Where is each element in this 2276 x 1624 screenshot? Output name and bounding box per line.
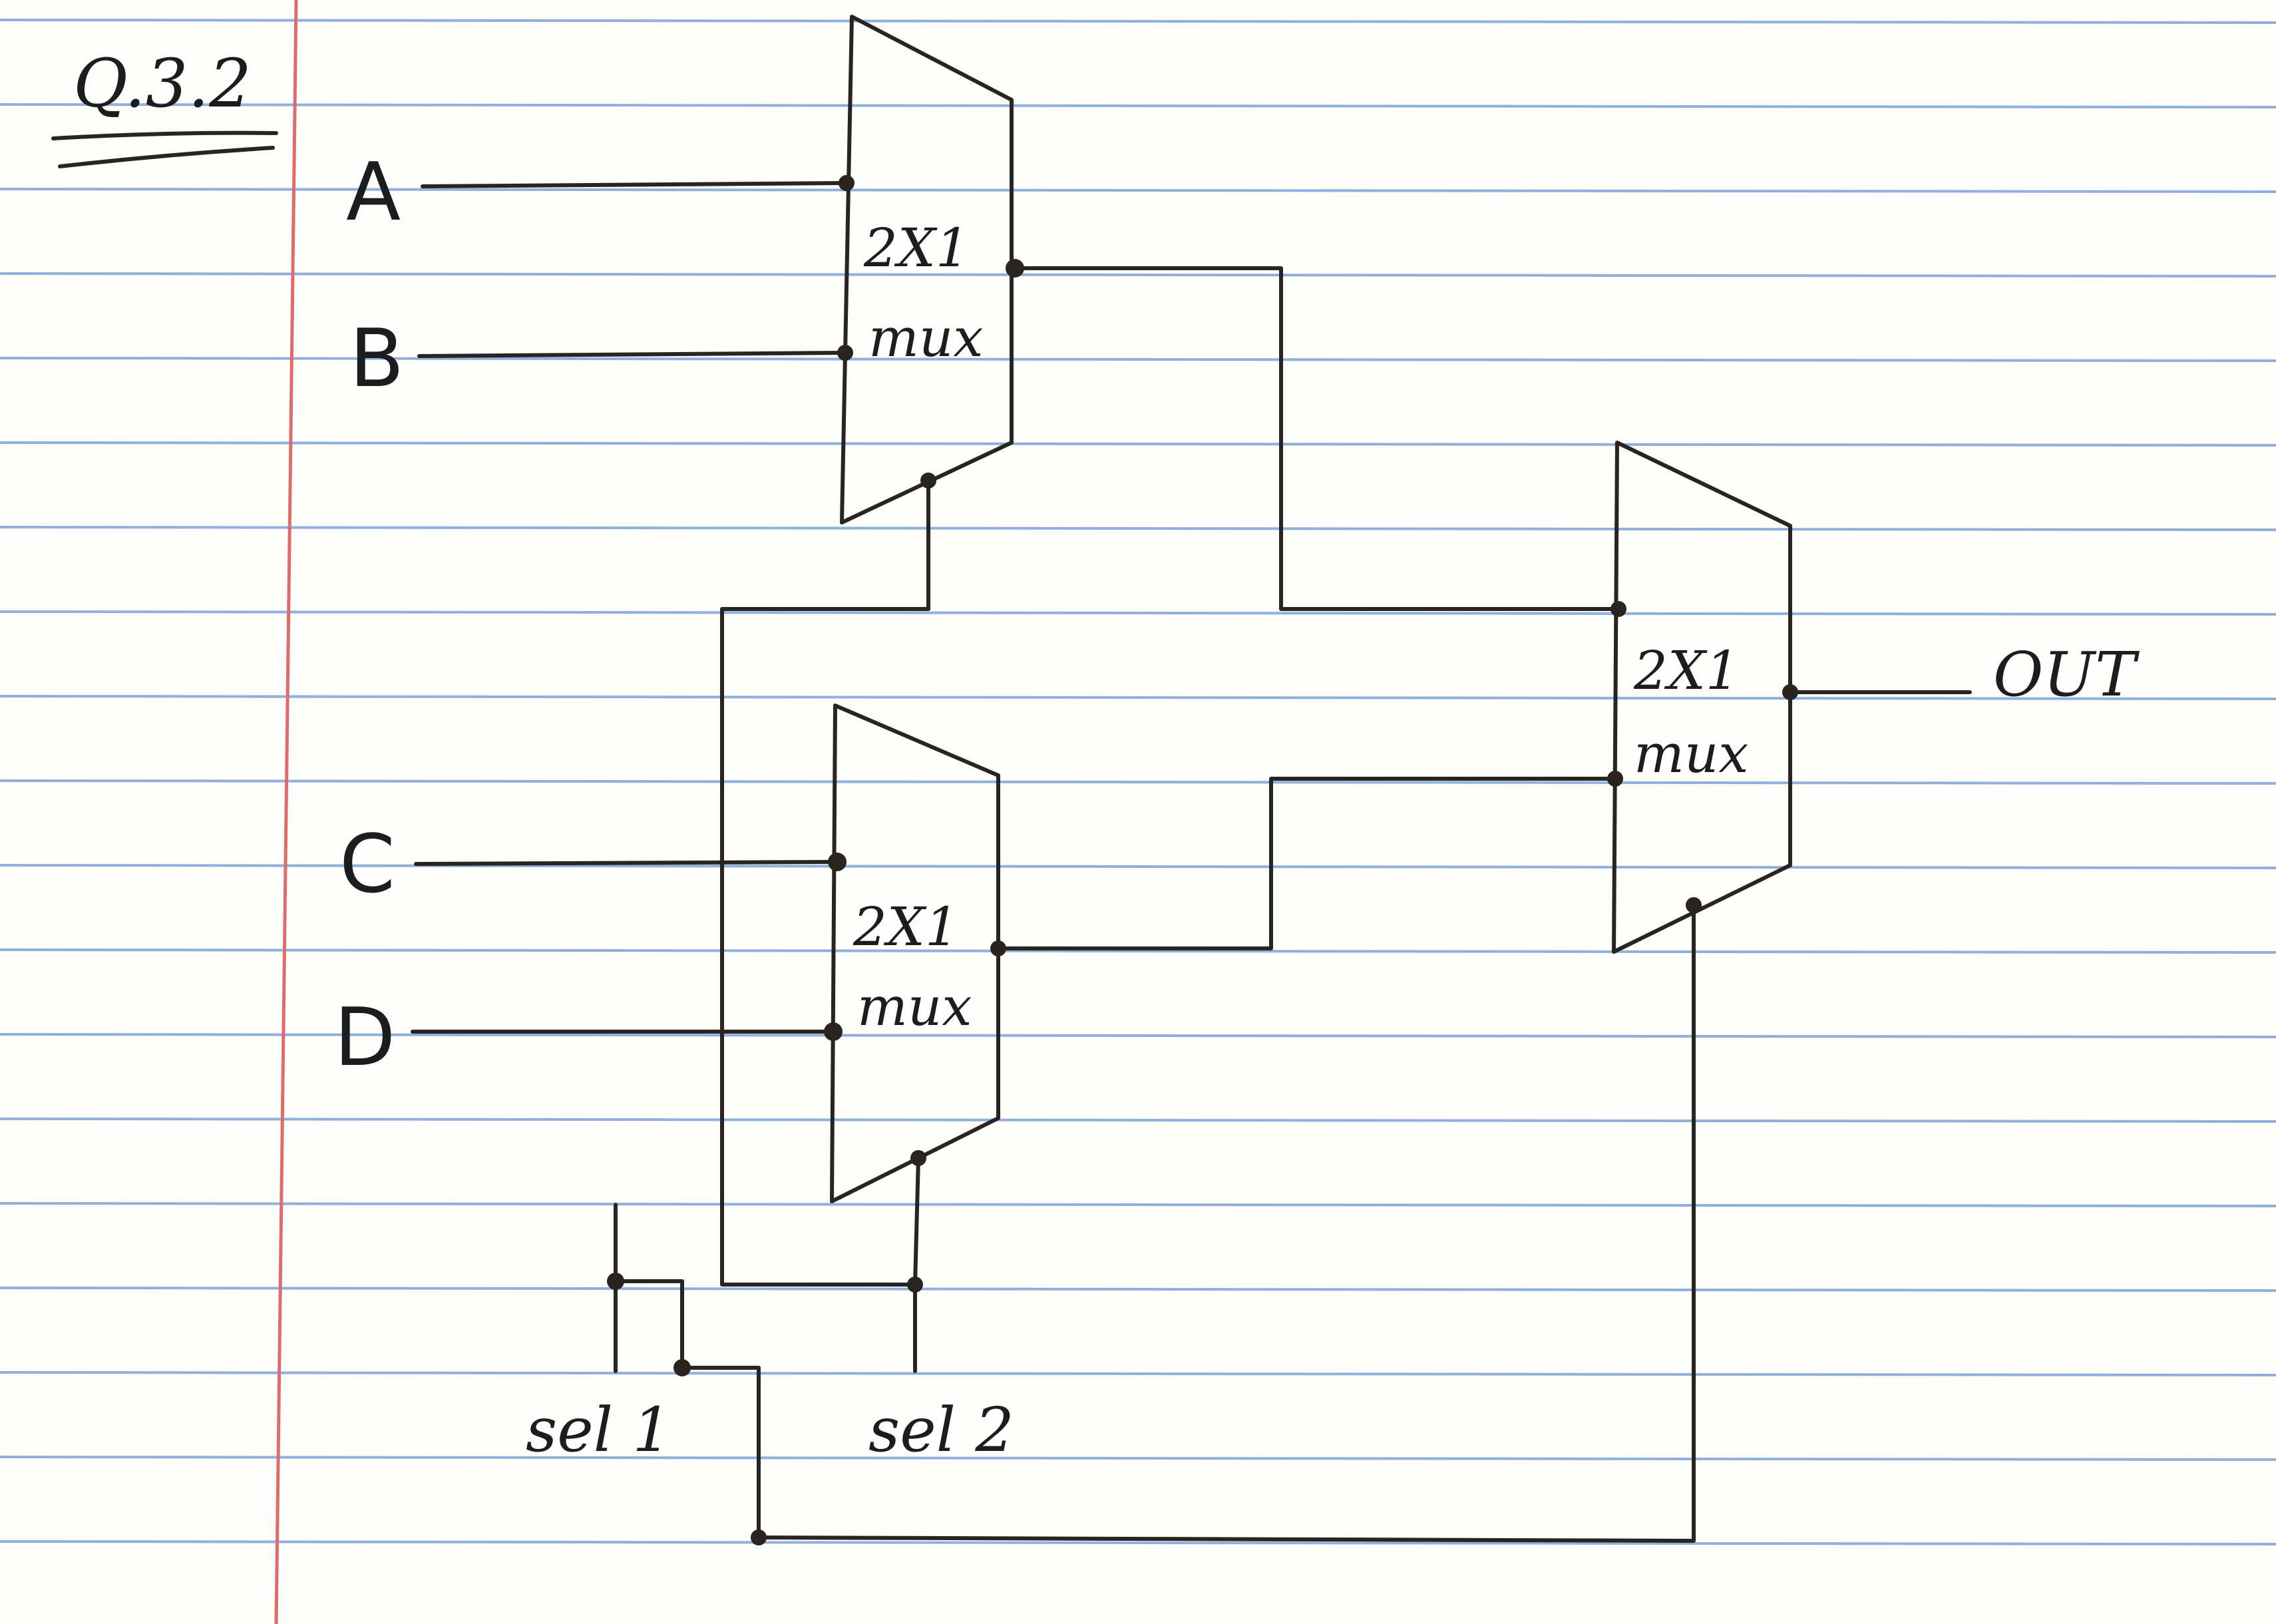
ruled-line bbox=[0, 948, 2276, 954]
input-c-label: C bbox=[339, 819, 395, 911]
junction-dot bbox=[907, 1277, 923, 1293]
input-b-label: B bbox=[349, 313, 404, 405]
ruled-line bbox=[0, 1456, 2276, 1461]
ruled-line bbox=[0, 1117, 2276, 1123]
ruled-line bbox=[0, 1287, 2276, 1292]
mux-1-name-label: mux bbox=[868, 307, 984, 369]
ruled-line bbox=[0, 357, 2276, 362]
wire-a bbox=[421, 181, 849, 188]
junction-dot bbox=[1006, 259, 1024, 278]
junction-dot bbox=[1782, 684, 1798, 700]
junction-dot bbox=[751, 1529, 767, 1545]
ruled-line bbox=[0, 1033, 2276, 1038]
junction-dot bbox=[673, 1359, 691, 1376]
mux-2-size-label: 2X1 bbox=[853, 896, 959, 958]
ruled-line bbox=[0, 1371, 2276, 1376]
mux-2-name-label: mux bbox=[857, 976, 972, 1038]
ruled-line bbox=[0, 188, 2276, 193]
mux-1-size-label: 2X1 bbox=[863, 217, 970, 279]
junction-dot bbox=[1607, 771, 1623, 787]
mux-3: 2X1 mux bbox=[1612, 441, 1792, 954]
mux-1: 2X1 mux bbox=[840, 15, 1014, 524]
junction-dot bbox=[824, 1022, 843, 1041]
junction-dot bbox=[910, 1150, 926, 1166]
ruled-line bbox=[0, 779, 2276, 785]
output-label: OUT bbox=[1993, 639, 2140, 710]
ruled-line bbox=[0, 19, 2276, 24]
select-2-label: sel 2 bbox=[868, 1394, 1014, 1466]
wire-mux2-out bbox=[996, 777, 1617, 950]
junction-dot bbox=[828, 853, 847, 871]
junction-dot bbox=[990, 940, 1006, 956]
junction-dot bbox=[837, 345, 853, 361]
margin-line bbox=[274, 0, 298, 1624]
select-1-label: sel 1 bbox=[526, 1394, 671, 1466]
ruled-line bbox=[0, 103, 2276, 108]
wire-sel2-mux1 bbox=[720, 477, 930, 1287]
junction-dot bbox=[920, 473, 936, 489]
ruled-line bbox=[0, 526, 2276, 531]
mux-3-name-label: mux bbox=[1634, 723, 1749, 785]
wire-sel2-mux2 bbox=[913, 1156, 920, 1373]
ruled-line bbox=[0, 695, 2276, 700]
ruled-line bbox=[0, 441, 2276, 447]
ruled-line bbox=[0, 610, 2276, 616]
title-underline bbox=[51, 130, 278, 140]
mux-3-size-label: 2X1 bbox=[1633, 640, 1740, 702]
ruled-line bbox=[0, 272, 2276, 278]
ruled-line bbox=[0, 1202, 2276, 1207]
ruled-line bbox=[0, 1540, 2276, 1545]
wire-b bbox=[417, 351, 847, 358]
wire-c bbox=[414, 860, 839, 866]
junction-dot bbox=[839, 175, 854, 191]
junction-dots bbox=[607, 175, 1798, 1545]
wire-sel1-loop bbox=[614, 1279, 684, 1370]
wire-mux1-out bbox=[1013, 266, 1620, 611]
junction-dot bbox=[1611, 601, 1626, 617]
input-a-label: A bbox=[346, 146, 401, 239]
junction-dot bbox=[607, 1273, 624, 1290]
junction-dot bbox=[1686, 897, 1702, 913]
ruled-line bbox=[0, 864, 2276, 869]
mux-2: 2X1 mux bbox=[830, 704, 1000, 1203]
title-underline bbox=[58, 146, 275, 168]
input-d-label: D bbox=[334, 992, 395, 1084]
question-title: Q.3.2 bbox=[73, 45, 252, 122]
